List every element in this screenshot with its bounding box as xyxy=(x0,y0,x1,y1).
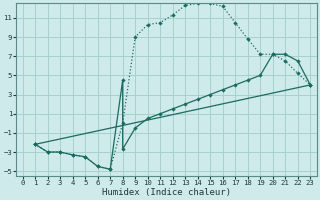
X-axis label: Humidex (Indice chaleur): Humidex (Indice chaleur) xyxy=(102,188,231,197)
